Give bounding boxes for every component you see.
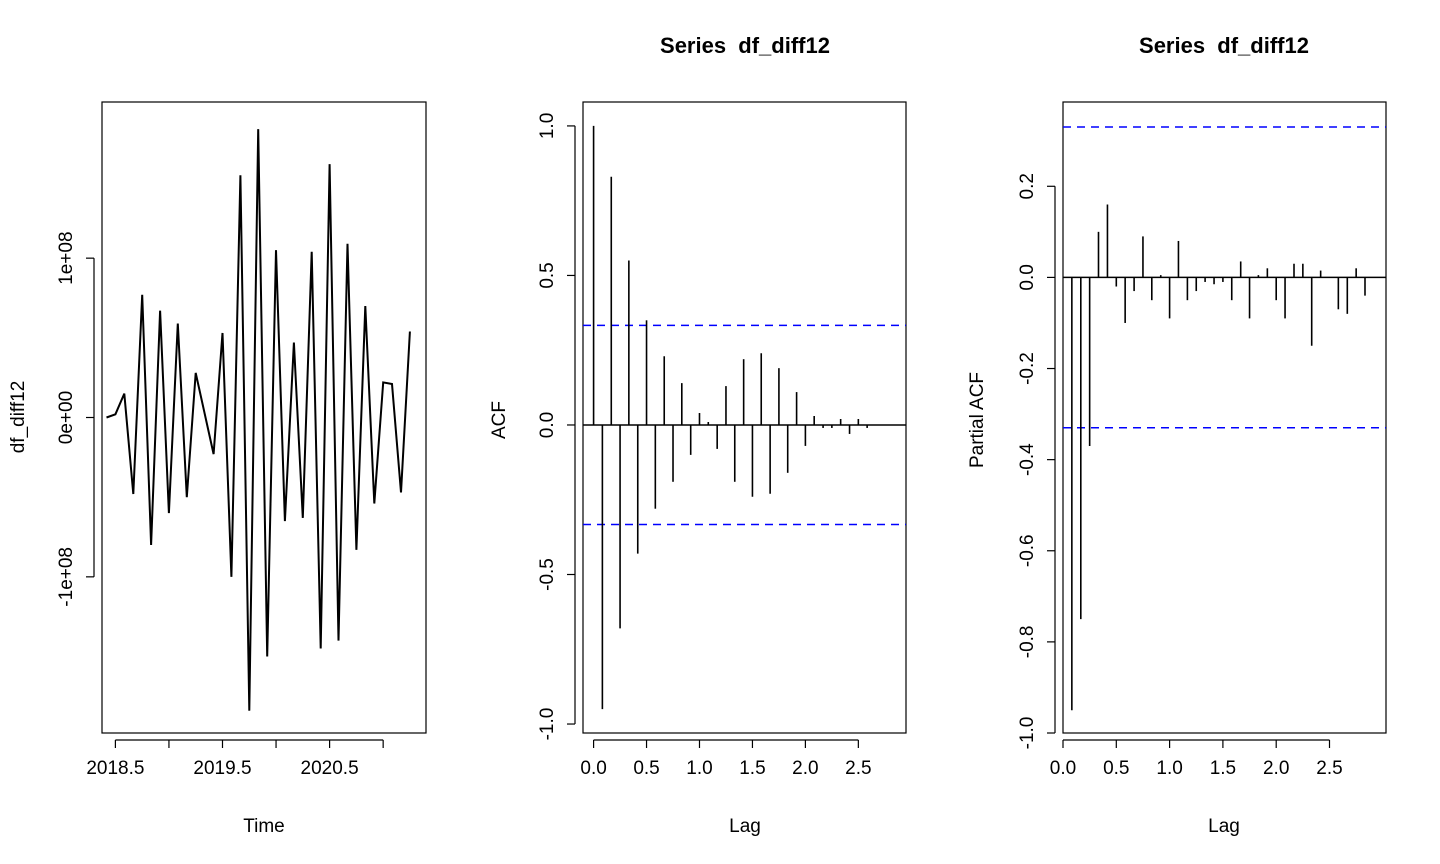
y-tick-label: 0.2 [1017, 173, 1038, 199]
x-tick-label: 0.0 [580, 758, 606, 779]
x-tick-label: 2019.5 [193, 758, 251, 779]
series-line-group [106, 129, 411, 711]
y-tick-label: 1e+08 [56, 231, 77, 284]
plot-frame [582, 101, 907, 734]
y-axis: -1.0 -0.5 0.0 0.5 1.0 [537, 113, 576, 741]
plot-frame [101, 101, 427, 734]
y-tick-label: -0.5 [537, 558, 558, 591]
y-tick-label: -0.8 [1017, 626, 1038, 659]
x-tick-label: 1.5 [1210, 758, 1236, 779]
chart-title: Series df_diff12 [660, 33, 830, 58]
y-axis-label: df_diff12 [8, 381, 29, 454]
x-tick-label: 1.5 [739, 758, 765, 779]
x-tick-label: 2018.5 [86, 758, 144, 779]
x-axis: 0.0 0.5 1.0 1.5 2.0 2.5 [1050, 739, 1343, 779]
y-tick-label: -1.0 [537, 708, 558, 741]
plot-frame [1062, 101, 1387, 734]
y-tick-label: 0.5 [537, 262, 558, 288]
y-tick-label: 1.0 [537, 113, 558, 139]
pacf-panel: Series df_diff12 0.0 0.5 1.0 1.5 2.0 2.5 -1.0… [967, 33, 1387, 837]
y-tick-label: 0.0 [537, 412, 558, 438]
y-axis-label: ACF [489, 401, 510, 439]
x-tick-label: 2.0 [792, 758, 818, 779]
y-axis: -1e+08 0e+00 1e+08 [56, 231, 95, 607]
x-axis-label: Lag [1208, 816, 1240, 837]
time-series-panel: 2018.5 2019.5 2020.5 -1e+08 0e+00 1e+08 Time… [8, 101, 427, 837]
y-tick-label: -0.4 [1017, 443, 1038, 476]
x-tick-label: 2020.5 [301, 758, 359, 779]
x-tick-label: 2.5 [1316, 758, 1342, 779]
y-axis-label: Partial ACF [967, 372, 988, 468]
y-axis: -1.0 -0.8 -0.6 -0.4 -0.2 0.0 0.2 [1017, 173, 1056, 750]
pacf-bars-group [1063, 126, 1386, 711]
chart-title: Series df_diff12 [1139, 33, 1309, 58]
x-tick-label: 2.0 [1263, 758, 1289, 779]
y-tick-label: -1e+08 [56, 547, 77, 607]
x-tick-label: 2.5 [845, 758, 871, 779]
x-tick-label: 0.5 [1103, 758, 1129, 779]
x-axis: 2018.5 2019.5 2020.5 [86, 739, 384, 779]
acf-bars-group [583, 125, 906, 710]
series-line [106, 129, 411, 711]
y-tick-label: 0.0 [1017, 264, 1038, 290]
y-tick-label: 0e+00 [56, 391, 77, 444]
x-tick-label: 1.0 [686, 758, 712, 779]
x-tick-label: 0.5 [633, 758, 659, 779]
x-axis: 0.0 0.5 1.0 1.5 2.0 2.5 [580, 739, 872, 779]
y-tick-label: -0.6 [1017, 534, 1038, 567]
x-axis-label: Time [243, 816, 285, 837]
y-tick-label: -1.0 [1017, 717, 1038, 750]
x-tick-label: 0.0 [1050, 758, 1076, 779]
x-axis-label: Lag [729, 816, 761, 837]
y-tick-label: -0.2 [1017, 352, 1038, 385]
x-tick-label: 1.0 [1156, 758, 1182, 779]
acf-panel: Series df_diff12 0.0 0.5 1.0 1.5 2.0 2.5 -1.0… [489, 33, 907, 837]
